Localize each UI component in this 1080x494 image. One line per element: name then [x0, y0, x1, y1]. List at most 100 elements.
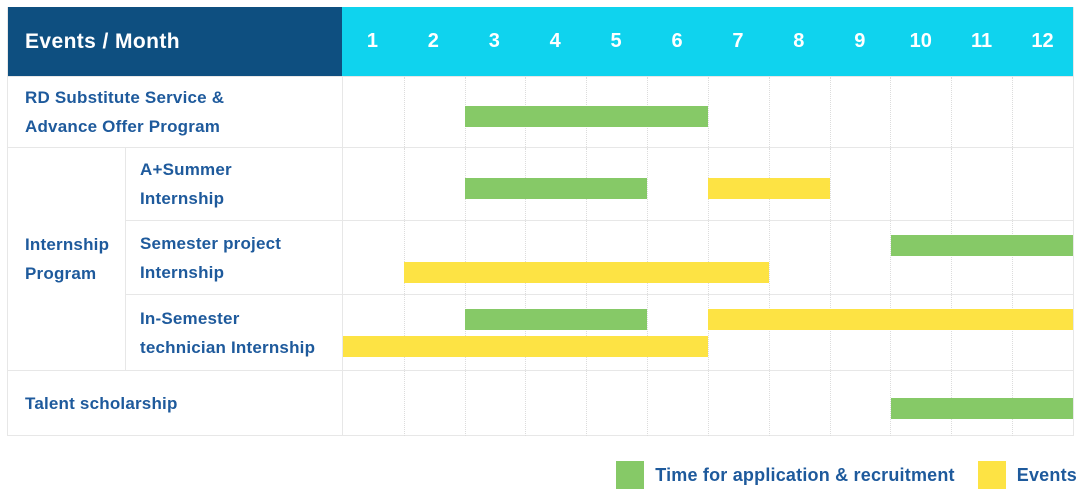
month-header-cell: 3	[488, 30, 500, 52]
month-gridline-cell	[525, 295, 586, 370]
month-gridline-cell	[707, 221, 769, 294]
month-gridline-cell	[525, 371, 586, 436]
gantt-bar-recruitment	[464, 309, 648, 330]
month-gridline-cell	[707, 77, 769, 147]
bars-container	[343, 371, 1073, 436]
events-month-label: Events / Month	[25, 29, 180, 53]
month-gridline-cell	[829, 295, 891, 370]
month-gridline-cell	[586, 371, 647, 436]
gantt-row-semester-project	[342, 220, 1073, 294]
row-label-rd-substitute: RD Substitute Service & Advance Offer Pr…	[8, 76, 342, 147]
gantt-row-in-semester-technician	[342, 294, 1073, 370]
bars-container	[343, 221, 1073, 294]
legend-label-events: Events	[1016, 464, 1077, 485]
month-header-row: 1 2 3 4 5 6 7 8 9 10 11 12	[342, 7, 1073, 76]
gantt-bar-event	[343, 336, 708, 357]
gantt-bar-event	[708, 309, 1073, 330]
month-gridline-cell	[890, 221, 951, 294]
month-gridlines	[343, 295, 1073, 370]
month-gridline-cell	[464, 221, 526, 294]
gantt-bar-recruitment	[464, 106, 708, 127]
table-corner-header: Events / Month	[8, 7, 342, 76]
month-gridline-cell	[890, 148, 951, 220]
month-gridline-cell	[829, 77, 891, 147]
month-gridline-cell	[707, 371, 769, 436]
month-header-cell: 2	[427, 30, 439, 52]
schedule-table: Events / Month 1 2 3 4 5 6 7 8 9 10 11 12 RD Substi…	[7, 7, 1074, 436]
month-header-cell: 7	[732, 30, 744, 52]
row-label-semester-project: Semester project Internship	[125, 220, 342, 294]
month-gridline-cell	[768, 371, 830, 436]
group-label-internship-program: Internship Program	[8, 147, 125, 370]
month-header-cell: 6	[671, 30, 683, 52]
row-label-talent-scholarship: Talent scholarship	[8, 370, 342, 436]
month-gridline-cell	[1012, 221, 1073, 294]
gantt-row-a-summer-internship	[342, 147, 1073, 220]
month-gridline-cell	[890, 77, 951, 147]
gantt-row-rd-substitute	[342, 76, 1073, 147]
gantt-row-talent-scholarship	[342, 370, 1073, 436]
recruitment-color-swatch	[616, 461, 645, 489]
row-label-text: RD Substitute Service & Advance Offer Pr…	[25, 88, 225, 136]
gantt-bar-event	[708, 178, 830, 199]
row-label-a-summer-internship: A+Summer Internship	[125, 147, 342, 220]
month-gridline-cell	[768, 77, 830, 147]
month-gridline-cell	[890, 295, 951, 370]
month-gridline-cell	[464, 371, 526, 436]
month-header-cell: 11	[971, 30, 993, 52]
month-gridline-cell	[586, 295, 647, 370]
gantt-bar-recruitment	[464, 178, 648, 199]
gantt-bar-recruitment	[890, 235, 1073, 256]
month-gridlines	[343, 221, 1073, 294]
month-gridline-cell	[1012, 295, 1073, 370]
month-gridline-cell	[707, 295, 769, 370]
row-label-text: Semester project Internship	[140, 233, 282, 282]
row-label-text: In-Semester technician Internship	[140, 308, 316, 357]
bars-container	[343, 148, 1073, 220]
events-color-swatch	[977, 461, 1006, 489]
month-gridline-cell	[951, 148, 1012, 220]
month-gridline-cell	[403, 295, 465, 370]
month-gridline-cell	[647, 148, 708, 220]
gantt-bar-event	[403, 262, 769, 283]
month-gridline-cell	[951, 295, 1012, 370]
month-gridline-cell	[525, 221, 586, 294]
month-gridline-cell	[951, 77, 1012, 147]
month-gridline-cell	[586, 221, 647, 294]
month-gridline-cell	[403, 148, 465, 220]
month-gridline-cell	[1012, 148, 1073, 220]
legend-label-recruitment: Time for application & recruitment	[655, 464, 955, 485]
month-header-cell: 4	[549, 30, 561, 52]
month-gridline-cell	[647, 221, 708, 294]
bars-container	[343, 295, 1073, 370]
month-gridline-cell	[829, 221, 891, 294]
legend-item-recruitment: Time for application & recruitment	[616, 461, 955, 489]
legend-item-events: Events	[977, 461, 1077, 489]
month-header-cell: 1	[366, 30, 379, 52]
month-gridline-cell	[647, 295, 708, 370]
month-gridline-cell	[1012, 77, 1073, 147]
legend: Time for application & recruitment Event…	[616, 460, 1077, 490]
gantt-bar-recruitment	[890, 397, 1073, 419]
month-gridline-cell	[951, 221, 1012, 294]
row-label-in-semester-technician: In-Semester technician Internship	[125, 294, 342, 370]
month-header-cell: 12	[1031, 30, 1054, 52]
month-gridline-cell	[829, 148, 891, 220]
group-label-text: Internship Program	[25, 235, 110, 283]
month-header-cell: 10	[909, 30, 932, 52]
month-gridline-cell	[464, 295, 526, 370]
month-gridline-cell	[403, 221, 465, 294]
row-label-text: Talent scholarship	[25, 394, 178, 413]
month-gridline-cell	[403, 77, 465, 147]
month-header-cell: 8	[793, 30, 805, 52]
row-label-text: A+Summer Internship	[140, 160, 232, 208]
month-gridline-cell	[768, 221, 830, 294]
month-gridline-cell	[768, 295, 830, 370]
month-gridline-cell	[829, 371, 891, 436]
month-gridline-cell	[403, 371, 465, 436]
month-gridline-cell	[647, 371, 708, 436]
month-header-cell: 5	[610, 30, 622, 52]
bars-container	[343, 77, 1073, 147]
month-header-cell: 9	[854, 30, 866, 52]
